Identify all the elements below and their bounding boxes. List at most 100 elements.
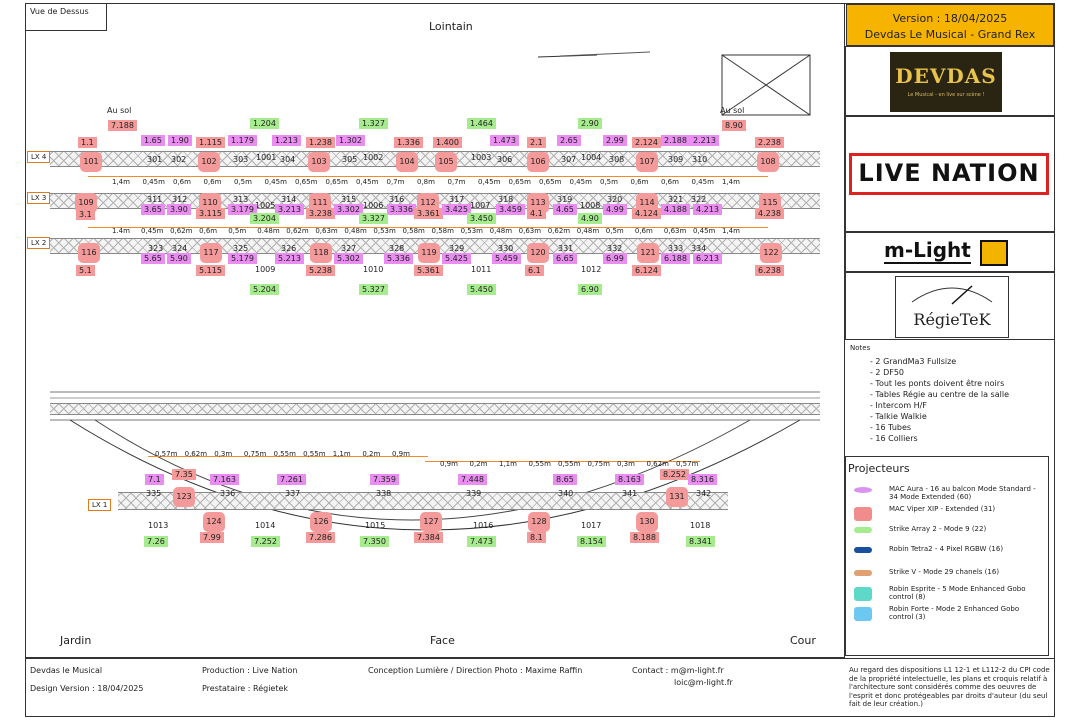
fixture-label: 328 — [389, 244, 405, 253]
dimension-label: 0,6m — [203, 178, 222, 186]
logo-box-devdas — [845, 46, 1055, 116]
fixture-label: 5.179 — [228, 253, 257, 264]
forte-icon — [854, 607, 872, 621]
note-item: - Intercom H/F — [870, 401, 927, 410]
fixture-label: 1.473 — [490, 135, 519, 146]
dimension-label: 0,7m — [386, 178, 405, 186]
dimension-label: 0,45m — [142, 178, 165, 186]
fixture-label: 341 — [622, 489, 638, 498]
dim-line-lx4 — [88, 176, 768, 177]
dimension-label: 0,45m — [691, 178, 714, 186]
fixture-label: 302 — [171, 155, 187, 164]
dimension-label: 0,6m — [173, 178, 191, 186]
fixture-label: 1017 — [581, 521, 602, 530]
footer-conception: Conception Lumière / Direction Photo : M… — [368, 666, 583, 675]
fixture-label: 329 — [449, 244, 465, 253]
fixture-label: 337 — [285, 489, 301, 498]
fixture-label: 313 — [233, 195, 249, 204]
version-text: Version : 18/04/2025 — [892, 12, 1008, 25]
fixture-label: 315 — [341, 195, 357, 204]
fixture-label: 3.213 — [275, 204, 304, 215]
drawing-frame — [25, 3, 845, 658]
fixture-label: 2.90 — [578, 118, 602, 129]
fixture-label: 5.459 — [492, 253, 521, 264]
fixture-label: 2.1 — [527, 137, 546, 148]
fixture-label: 1012 — [581, 265, 602, 274]
fixture-label: 1015 — [365, 521, 386, 530]
dimension-label: 0,45m — [692, 227, 716, 235]
dimension-label: 0,55m — [303, 450, 326, 458]
fixture-label: 3.450 — [467, 213, 496, 224]
viper-icon — [854, 507, 872, 521]
regietek-logo: RégieTeK — [895, 276, 1009, 338]
fixture-label: 6.90 — [578, 284, 602, 295]
fixture-label: 104 — [396, 152, 418, 172]
footer-design-version: Design Version : 18/04/2025 — [30, 684, 144, 693]
footer-contact2: loic@m-light.fr — [674, 678, 733, 687]
fixture-label: 335 — [146, 489, 162, 498]
dimension-label: 0,3m — [214, 450, 233, 458]
fixture-label: 5.327 — [359, 284, 388, 295]
fixture-label: 307 — [561, 155, 577, 164]
dim-line-lx3 — [88, 227, 768, 228]
fixture-label: 116 — [78, 243, 100, 263]
dimension-label: 0,9m — [392, 450, 410, 458]
fixture-label: 5.361 — [414, 265, 443, 276]
dimension-label: 0,55m — [273, 450, 296, 458]
fixture-label: 5.302 — [334, 253, 363, 264]
fixture-label: 1018 — [690, 521, 711, 530]
dimension-label: 0,5m — [228, 227, 247, 235]
fixture-label: 304 — [280, 155, 296, 164]
fixture-label: 325 — [233, 244, 249, 253]
fixture-label: 301 — [147, 155, 163, 164]
show-title: Devdas Le Musical - Grand Rex — [864, 28, 1036, 41]
dimension-label: 0,65m — [508, 178, 531, 186]
fixture-label: 107 — [636, 152, 658, 172]
dimension-label: 0,63m — [518, 227, 542, 235]
fixture-label: 306 — [497, 155, 513, 164]
fixture-label: 1010 — [363, 265, 384, 274]
fixture-label: 6.124 — [632, 265, 661, 276]
dimension-label: 0,5m — [605, 227, 624, 235]
note-item: - Tout les ponts doivent être noirs — [870, 379, 1005, 388]
regietek-text: RégieTeK — [913, 310, 991, 329]
fixture-label: 311 — [147, 195, 163, 204]
fixture-label: 4.65 — [553, 204, 577, 215]
fixture-label: 1016 — [473, 521, 494, 530]
fixture-label: 7.35 — [172, 469, 196, 480]
dimension-label: 0,58m — [431, 227, 454, 235]
fixture-label: 6.213 — [693, 253, 722, 264]
dimension-label: 0,62m — [170, 227, 193, 235]
devdas-logo: DEVDAS Le Musical - en live sur scène ! — [890, 52, 1002, 112]
dimension-label: 0,2m — [469, 460, 488, 468]
fixture-label: 6.99 — [603, 253, 627, 264]
fixture-label: 4.1 — [527, 208, 546, 219]
mlight-text: m-Light — [884, 238, 971, 264]
fixture-label: 126 — [310, 512, 332, 532]
fixture-label: 6.188 — [661, 253, 690, 264]
stage-sketch — [50, 51, 820, 531]
fixture-label: 108 — [757, 152, 779, 172]
fixture-label: 4.99 — [603, 204, 627, 215]
fixture-label: 4.238 — [755, 208, 784, 219]
fixture-label: 7.163 — [210, 474, 239, 485]
dim-line-lx1-left — [148, 456, 428, 457]
dimension-label: 1,4m — [722, 227, 740, 235]
fixture-label: 324 — [172, 244, 188, 253]
fixture-label: 105 — [435, 152, 457, 172]
fixture-label: 327 — [341, 244, 357, 253]
dimension-label: 1.4m — [112, 227, 130, 235]
fixture-label: 1007 — [470, 201, 491, 210]
fixture-label: 305 — [342, 155, 358, 164]
footer-legal: Au regard des dispositions L1 12-1 et L1… — [849, 666, 1050, 709]
strike-v-icon — [854, 570, 872, 576]
fixture-label: 6.1 — [525, 265, 544, 276]
fixture-label: 3.204 — [250, 213, 279, 224]
fixture-label: 5.450 — [467, 284, 496, 295]
dimension-label: 0,6m — [199, 227, 218, 235]
logo-box-regietek — [845, 272, 1055, 340]
fixture-label: 312 — [172, 195, 188, 204]
fixture-label: 1.204 — [250, 118, 279, 129]
note-item: - Talkie Walkie — [870, 412, 927, 421]
cour-label: Cour — [790, 634, 816, 647]
